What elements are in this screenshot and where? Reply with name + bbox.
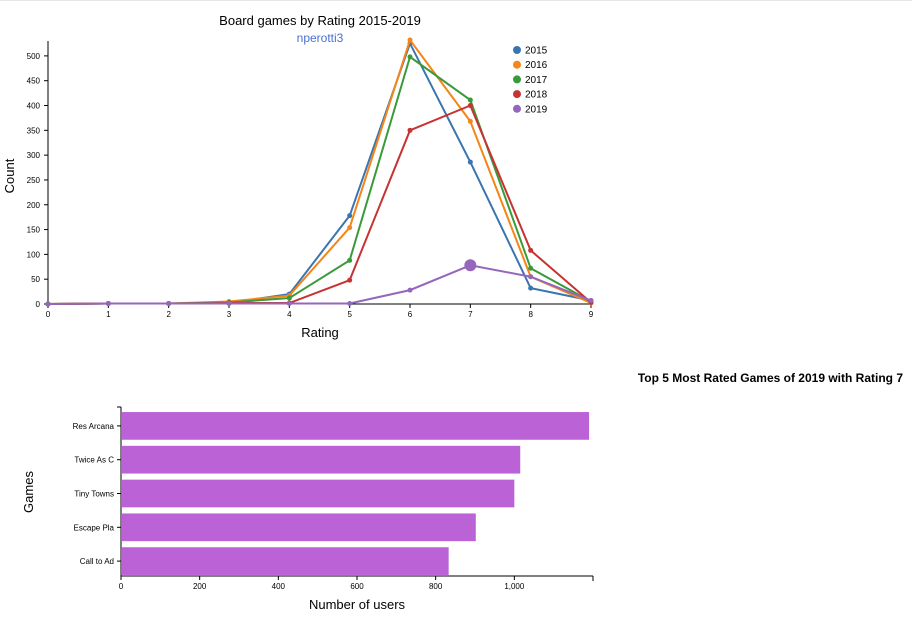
line-chart-x-tick-label: 9: [589, 310, 594, 319]
legend-marker-2019: [513, 104, 521, 113]
bar-chart-category-label: Twice As C: [74, 456, 114, 465]
bar-call-to-ad: [122, 547, 449, 575]
bar-tiny-towns: [122, 479, 515, 508]
series-point-2019: [286, 301, 292, 307]
bar-chart-category-label: Escape Pla: [74, 523, 115, 532]
bar-chart-x-tick-label: 800: [429, 582, 443, 591]
bar-chart: Top 5 Most Rated Games of 2019 with Rati…: [21, 371, 903, 612]
line-chart-x-tick-label: 7: [468, 310, 473, 319]
series-point-2017: [347, 257, 353, 263]
series-line-2015: [47, 40, 592, 305]
series-point-2019: [407, 287, 413, 293]
line-chart-y-label: Count: [2, 158, 17, 193]
series-point-2019: [226, 301, 232, 307]
bar-chart-x-tick-label: 1,000: [504, 582, 525, 591]
bar-chart-bars: [122, 412, 590, 575]
line-chart-x-tick-label: 0: [46, 310, 51, 319]
series-point-2016: [347, 225, 353, 231]
line-chart-y-tick-label: 450: [27, 77, 41, 86]
series-point-2019: [45, 301, 51, 307]
legend-marker-2016: [513, 60, 521, 69]
series-point-2017: [528, 265, 534, 271]
series-point-2018: [528, 247, 534, 253]
bar-chart-x-tick-label: 600: [350, 582, 364, 591]
series-point-2018: [347, 277, 353, 283]
bar-chart-y-label: Games: [21, 471, 36, 513]
series-point-2015: [467, 159, 473, 165]
bar-chart-x-tick-label: 400: [272, 582, 286, 591]
line-chart-x-tick-label: 6: [408, 310, 413, 319]
line-chart-title: Board games by Rating 2015-2019: [219, 13, 421, 28]
series-point-2016: [407, 37, 413, 43]
line-chart-legend: 2015 2016 2017 2018 2019: [513, 46, 548, 115]
line-chart-y-tick-label: 100: [27, 250, 41, 259]
legend-marker-2017: [513, 75, 521, 84]
bar-chart-x-axis: 0 200 400 600 800 1,000: [119, 575, 594, 591]
bar-chart-category-label: Res Arcana: [73, 422, 115, 431]
legend-marker-2018: [513, 90, 521, 99]
series-point-2018: [407, 127, 413, 133]
series-line-2018: [47, 104, 592, 305]
line-chart-x-tick-label: 3: [227, 310, 232, 319]
line-chart-x-label: Rating: [301, 325, 339, 340]
line-chart-y-tick-label: 300: [27, 151, 41, 160]
series-point-2017: [286, 295, 292, 301]
line-chart-x-tick-label: 8: [528, 310, 533, 319]
series-point-2017: [467, 97, 473, 103]
line-chart-y-tick-label: 400: [27, 102, 41, 111]
bar-escape-pla: [122, 513, 476, 542]
bar-chart-category-label: Tiny Towns: [74, 490, 114, 499]
series-point-2015: [528, 285, 534, 291]
legend-label-2019: 2019: [525, 104, 548, 115]
bar-twice-as-c: [122, 445, 521, 474]
series-point-2018: [467, 103, 473, 109]
line-chart-x-tick-label: 2: [166, 310, 171, 319]
line-chart-x-tick-label: 4: [287, 310, 292, 319]
legend-label-2015: 2015: [525, 46, 548, 57]
bar-chart-x-tick-label: 0: [119, 582, 124, 591]
line-chart-y-tick-label: 250: [27, 176, 41, 185]
line-chart: Board games by Rating 2015-2019 nperotti…: [2, 13, 594, 340]
top-border: [0, 0, 912, 1]
bar-chart-x-tick-label: 200: [193, 582, 207, 591]
series-point-2015: [347, 213, 353, 219]
legend-label-2018: 2018: [525, 90, 548, 101]
line-chart-y-axis: 0 50 100 150 200 250 300 350 400 450 500: [27, 41, 49, 309]
highlighted-point: [464, 259, 477, 272]
series-line-2016: [47, 37, 592, 305]
line-chart-y-tick-label: 350: [27, 126, 41, 135]
series-point-2019: [528, 274, 534, 280]
series-point-2019: [347, 301, 353, 307]
series-point-2019: [166, 301, 172, 307]
line-chart-subtitle: nperotti3: [297, 31, 344, 45]
series-point-2016: [467, 118, 473, 124]
line-chart-y-tick-label: 500: [27, 52, 41, 61]
bar-chart-y-axis: Res Arcana Twice As C Tiny Towns Escape Pla…: [73, 406, 122, 576]
series-point-2019: [105, 301, 111, 307]
series-line-2019: [47, 264, 592, 305]
line-chart-y-tick-label: 200: [27, 201, 41, 210]
bar-chart-x-label: Number of users: [309, 597, 406, 612]
line-chart-y-tick-label: 50: [31, 275, 40, 284]
series-point-2019: [588, 298, 594, 304]
line-chart-y-tick-label: 0: [36, 300, 41, 309]
series-line-2017: [47, 55, 592, 305]
line-chart-x-tick-label: 5: [347, 310, 352, 319]
bar-chart-category-label: Call to Ad: [80, 557, 114, 566]
series-point-2017: [407, 54, 413, 60]
bar-chart-title: Top 5 Most Rated Games of 2019 with Rati…: [638, 371, 903, 385]
line-chart-series: [45, 37, 594, 307]
legend-label-2016: 2016: [525, 60, 548, 71]
line-chart-x-tick-label: 1: [106, 310, 111, 319]
line-chart-y-tick-label: 150: [27, 226, 41, 235]
line-chart-axes: 0 50 100 150 200 250 300 350 400 450 500 0 1 2 3 4 5 6 7 8…: [27, 41, 594, 319]
legend-marker-2015: [513, 46, 521, 54]
legend-label-2017: 2017: [525, 75, 548, 86]
line-chart-x-axis: 0 1 2 3 4 5 6 7 8 9: [46, 303, 594, 319]
bar-res-arcana: [122, 412, 590, 440]
